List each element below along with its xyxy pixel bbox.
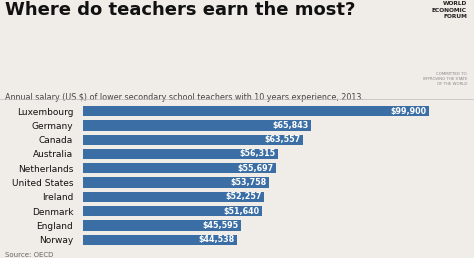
Text: $45,595: $45,595 [202,221,238,230]
Bar [83,134,303,145]
Text: $99,900: $99,900 [391,107,427,116]
Text: Annual salary (US $) of lower secondary school teachers with 10 years experience: Annual salary (US $) of lower secondary … [5,93,364,102]
Text: $65,843: $65,843 [272,121,309,130]
Text: $53,758: $53,758 [230,178,266,187]
Bar [83,192,264,202]
Text: $63,557: $63,557 [264,135,301,144]
Bar [83,178,269,188]
Text: $55,697: $55,697 [237,164,273,173]
Text: Where do teachers earn the most?: Where do teachers earn the most? [5,1,355,19]
Bar [83,206,262,216]
Text: $52,257: $52,257 [225,192,261,201]
Bar [83,163,276,173]
Text: $51,640: $51,640 [223,207,259,216]
Text: WORLD
ECONOMIC
FORUM: WORLD ECONOMIC FORUM [432,1,467,20]
Text: Source: OECD: Source: OECD [5,252,53,258]
Bar [83,120,311,131]
Bar [83,106,429,116]
Bar [83,235,237,245]
Bar [83,220,241,231]
Text: $44,538: $44,538 [198,235,235,244]
Text: COMMITTED TO
IMPROVING THE STATE
OF THE WORLD: COMMITTED TO IMPROVING THE STATE OF THE … [422,72,467,86]
Bar [83,149,278,159]
Text: $56,315: $56,315 [239,149,275,158]
